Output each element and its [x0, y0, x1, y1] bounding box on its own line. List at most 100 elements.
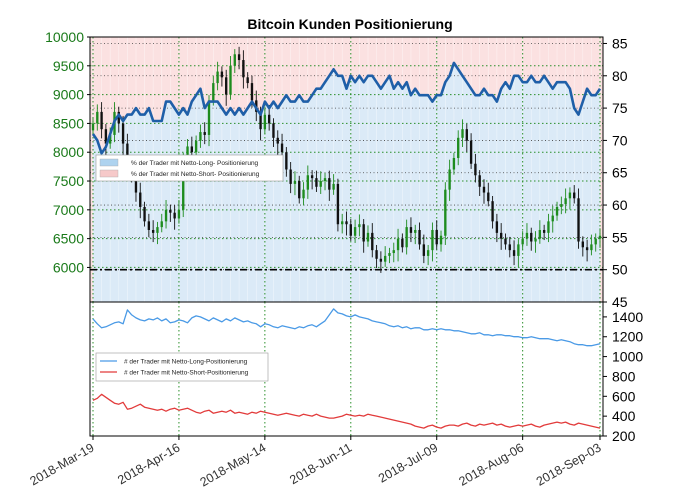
y2-tick-label: 80	[612, 68, 628, 84]
count-axis: 200 400 600 800 1000 1200 1400	[603, 309, 643, 444]
legend-bottom: # der Trader mit Netto-Long-Positionieru…	[95, 352, 269, 382]
candle-body	[212, 83, 215, 101]
candle-body	[353, 227, 357, 236]
candle-body	[362, 224, 365, 242]
y-tick-label: 6500	[53, 231, 84, 247]
candle-body	[521, 238, 524, 245]
candle-body	[405, 227, 408, 248]
candle-body	[349, 224, 352, 236]
candle-body	[512, 250, 516, 256]
candle-body	[310, 175, 314, 179]
legend-label: % der Trader mit Netto-Long- Positionier…	[131, 160, 259, 167]
candle-body	[100, 111, 103, 130]
candle-body	[375, 250, 378, 259]
x-tick-label: 2018-Aug-06	[457, 440, 527, 488]
x-tick-label: 2018-Jun-11	[287, 440, 354, 487]
candle-body	[147, 221, 151, 230]
candle-body	[414, 229, 417, 233]
legend-box	[95, 352, 269, 382]
candle-body	[508, 244, 511, 251]
y2-tick-label: 55	[612, 229, 628, 245]
candle-body	[285, 152, 288, 170]
candle-body	[478, 175, 481, 187]
trader-count-lines	[92, 308, 601, 429]
candle-body	[581, 241, 584, 248]
candle-body	[396, 238, 400, 251]
candle-body	[452, 157, 456, 170]
candle-body	[401, 238, 404, 248]
candle-body	[207, 100, 211, 135]
y-tick-label: 7500	[53, 173, 84, 189]
candle-body	[109, 134, 112, 144]
candle-body	[164, 209, 168, 222]
legend-label: % der Trader mit Netto-Short- Positionie…	[131, 171, 260, 178]
candle-body	[298, 181, 301, 199]
y3-tick-label: 400	[612, 408, 636, 424]
candle-body	[229, 65, 232, 95]
candle-body	[143, 206, 146, 222]
candle-body	[409, 227, 413, 233]
candle-body	[525, 232, 529, 239]
y-tick-label: 8500	[53, 115, 84, 131]
candle-body	[598, 235, 602, 239]
y3-tick-label: 1200	[612, 329, 643, 345]
candle-body	[156, 227, 159, 233]
candle-body	[220, 71, 224, 78]
candle-body	[216, 71, 219, 84]
candle-body	[341, 221, 344, 225]
y3-tick-label: 200	[612, 428, 636, 444]
candle-body	[177, 209, 181, 219]
x-tick-label: 2018-Jul-09	[376, 440, 440, 485]
candle-body	[250, 83, 254, 101]
y-tick-label: 9000	[53, 87, 84, 103]
x-axis: 2018-Mar-19 2018-Apr-16 2018-May-14 2018-Ju…	[28, 436, 604, 489]
candle-body	[315, 178, 318, 187]
legend-label: # der Trader mit Netto-Short-Positionier…	[124, 370, 249, 377]
candle-body	[379, 258, 383, 262]
candle-body	[444, 189, 447, 236]
candle-body	[435, 229, 438, 245]
y2-tick-label: 70	[612, 132, 628, 148]
candle-body	[160, 221, 163, 228]
candle-body	[474, 163, 477, 176]
candle-body	[457, 137, 460, 158]
y2-tick-label: 45	[612, 294, 628, 310]
candle-body	[366, 232, 370, 242]
candle-body	[173, 212, 176, 219]
long-area	[93, 62, 600, 303]
candle-body	[418, 229, 421, 245]
long-percent-series	[91, 61, 602, 155]
candle-body	[564, 198, 567, 205]
candle-body	[448, 169, 451, 190]
candle-body	[242, 60, 245, 78]
frame-bottom	[89, 301, 604, 437]
y-tick-label: 6000	[53, 259, 84, 275]
candle-body	[495, 221, 499, 233]
candle-body	[272, 123, 275, 138]
candle-body	[190, 146, 194, 153]
candle-body	[358, 224, 361, 228]
candle-body	[594, 238, 597, 245]
y3-tick-label: 800	[612, 368, 636, 384]
legend-label: # der Trader mit Netto-Long-Positionieru…	[124, 359, 248, 366]
candle-body	[194, 140, 198, 153]
y-tick-label: 10000	[45, 29, 84, 45]
candle-body	[560, 204, 563, 207]
candle-body	[96, 111, 99, 124]
candle-body	[134, 175, 138, 193]
candle-body	[345, 221, 348, 225]
candle-body	[91, 123, 95, 131]
y3-tick-label: 1400	[612, 309, 643, 325]
candle-body	[585, 247, 589, 251]
candle-body	[117, 111, 120, 124]
x-tick-label: 2018-May-14	[198, 440, 269, 489]
price-axis: 6000 6500 7000 7500 8000 8500 9000 9500 10000	[45, 29, 90, 275]
candle-body	[225, 77, 228, 95]
y2-tick-label: 60	[612, 197, 628, 213]
candle-body	[504, 238, 507, 245]
candle-body	[465, 129, 468, 141]
candle-body	[237, 54, 241, 61]
candle-body	[267, 114, 271, 124]
y3-tick-label: 600	[612, 388, 636, 404]
